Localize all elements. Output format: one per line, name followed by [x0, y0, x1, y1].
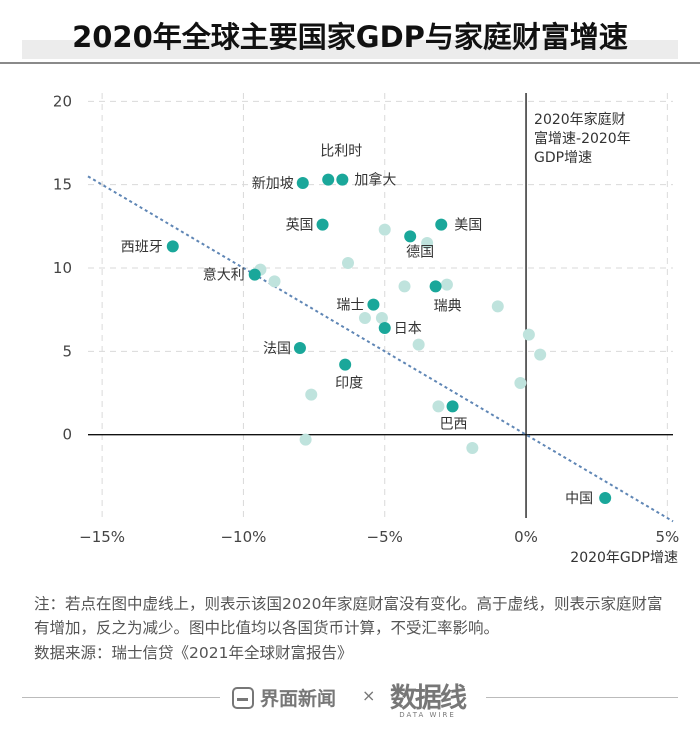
y-tick-label: 5 — [62, 342, 72, 360]
country-label: 西班牙 — [121, 239, 163, 255]
title-highlight — [22, 40, 678, 59]
data-point — [378, 223, 391, 236]
data-point — [268, 275, 281, 288]
jiemian-logo-text: 界面新闻 — [260, 688, 337, 710]
country-point — [296, 177, 309, 189]
y-tick-label: 20 — [53, 92, 72, 110]
country-point — [166, 240, 179, 253]
data-point — [375, 312, 388, 324]
data-point — [305, 388, 318, 401]
country-label: 瑞典 — [434, 298, 462, 314]
data-point — [466, 442, 479, 454]
y-axis-annotation: GDP增速 — [534, 150, 592, 166]
country-label: 日本 — [394, 321, 422, 337]
x-tick-label: −15% — [79, 528, 125, 546]
country-point — [435, 218, 448, 231]
country-label: 印度 — [335, 376, 363, 392]
country-point — [367, 298, 380, 311]
country-point — [293, 342, 306, 354]
footer-divider-right — [486, 697, 678, 698]
y-axis-annotation: 富增速-2020年 — [534, 130, 631, 147]
data-point — [412, 338, 425, 351]
scatter-chart: 0 5 10 15 20 −15% −10% −5% 0% 5% 2020年家庭财富增速-2020年… — [53, 92, 679, 566]
data-point — [358, 312, 371, 324]
data-source: 数据来源：瑞士信贷《2021年全球财富报告》 — [34, 644, 353, 662]
y-tick-label: 0 — [62, 426, 72, 444]
x-tick-label: 5% — [655, 528, 679, 546]
footer-divider-left — [22, 697, 220, 698]
jiemian-logo-icon — [232, 686, 254, 709]
data-point — [432, 400, 445, 413]
country-point — [404, 230, 417, 243]
data-point — [514, 377, 527, 389]
datawire-logo: 数据线 DATA WIRE — [390, 676, 467, 719]
data-point — [522, 328, 535, 341]
y-axis-annotation: 2020年家庭财 — [534, 111, 626, 128]
jiemian-logo: 界面新闻 — [232, 684, 336, 711]
country-point — [322, 173, 335, 186]
country-point — [446, 400, 459, 413]
country-point — [339, 358, 352, 371]
country-point — [316, 218, 329, 231]
chart-note: 注：若点在图中虚线上，则表示该国2020年家庭财富没有变化。高于虚线，则表示家庭… — [34, 595, 663, 637]
data-point — [421, 237, 434, 249]
y-tick-label: 15 — [53, 176, 72, 194]
country-point — [599, 492, 612, 504]
data-point — [398, 280, 411, 293]
reference-line — [87, 175, 674, 523]
x-tick-label: −10% — [220, 528, 266, 546]
country-label: 英国 — [286, 217, 314, 234]
data-point — [342, 257, 354, 269]
country-label: 巴西 — [440, 416, 468, 432]
country-label: 比利时 — [320, 144, 362, 160]
datawire-logo-sub: DATA WIRE — [399, 711, 456, 719]
x-tick-label: −5% — [367, 528, 403, 546]
country-point — [336, 173, 349, 186]
data-point — [299, 433, 312, 446]
y-tick-label: 10 — [53, 259, 72, 277]
country-point — [429, 280, 442, 293]
datawire-logo-text: 数据线 — [390, 683, 467, 714]
country-label: 新加坡 — [252, 176, 294, 192]
data-point — [534, 348, 547, 361]
country-label: 法国 — [263, 341, 291, 357]
logo-cross: × — [362, 686, 376, 705]
country-label: 中国 — [565, 491, 593, 507]
country-label: 美国 — [454, 218, 482, 234]
data-point — [440, 278, 453, 291]
x-tick-label: 0% — [514, 528, 538, 546]
data-point — [491, 300, 504, 313]
country-label: 意大利 — [203, 267, 245, 284]
country-point — [378, 322, 391, 334]
country-label: 加拿大 — [354, 172, 396, 189]
page-title: 2020年全球主要国家GDP与家庭财富增速 — [72, 20, 628, 54]
country-label: 瑞士 — [336, 298, 364, 314]
country-label: 德国 — [406, 244, 434, 260]
title-rule — [0, 62, 700, 64]
x-axis-label: 2020年GDP增速 — [570, 550, 678, 566]
country-point — [248, 268, 261, 281]
